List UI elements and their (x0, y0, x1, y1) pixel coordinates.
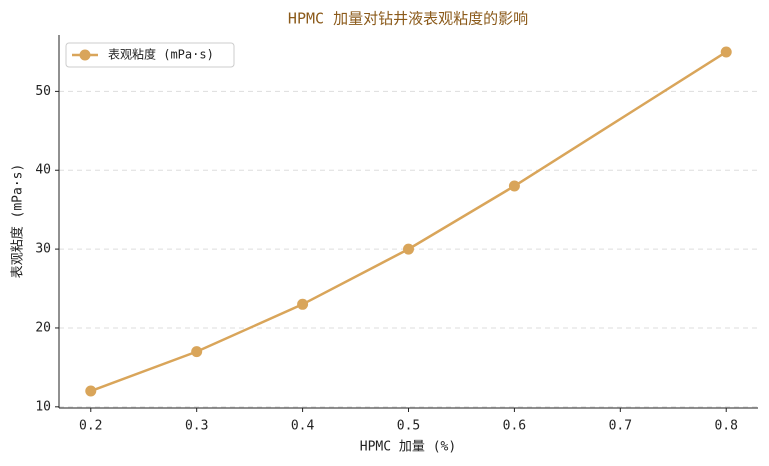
series-line (90, 50, 727, 393)
legend-label: 表观粘度 (mPa·s) (108, 47, 214, 62)
y-tick-label: 50 (35, 84, 51, 99)
chart-title: HPMC 加量对钻井液表观粘度的影响 (288, 10, 528, 28)
data-point (85, 385, 97, 397)
data-point (297, 298, 309, 310)
x-tick-label: 0.2 (79, 419, 102, 434)
x-tick-label: 0.7 (609, 419, 632, 434)
x-tick-label: 0.5 (397, 419, 420, 434)
y-axis-label: 表观粘度 (mPa·s) (10, 164, 26, 279)
legend: 表观粘度 (mPa·s) (65, 42, 235, 68)
x-tick-label: 0.6 (503, 419, 526, 434)
data-point (403, 243, 414, 255)
y-tick-label: 40 (35, 163, 51, 178)
x-tick-label: 0.4 (291, 419, 315, 434)
legend-marker (79, 49, 91, 61)
data-point (720, 46, 732, 58)
y-tick-label: 30 (35, 242, 51, 257)
y-tick-label: 20 (35, 320, 51, 335)
data-point (508, 180, 520, 192)
x-axis-label: HPMC 加量 (%) (360, 440, 456, 455)
x-tick-label: 0.3 (185, 419, 208, 434)
data-point (191, 346, 203, 358)
x-tick-label: 0.8 (714, 419, 737, 434)
legend-box (65, 42, 235, 68)
y-tick-label: 10 (35, 399, 51, 414)
